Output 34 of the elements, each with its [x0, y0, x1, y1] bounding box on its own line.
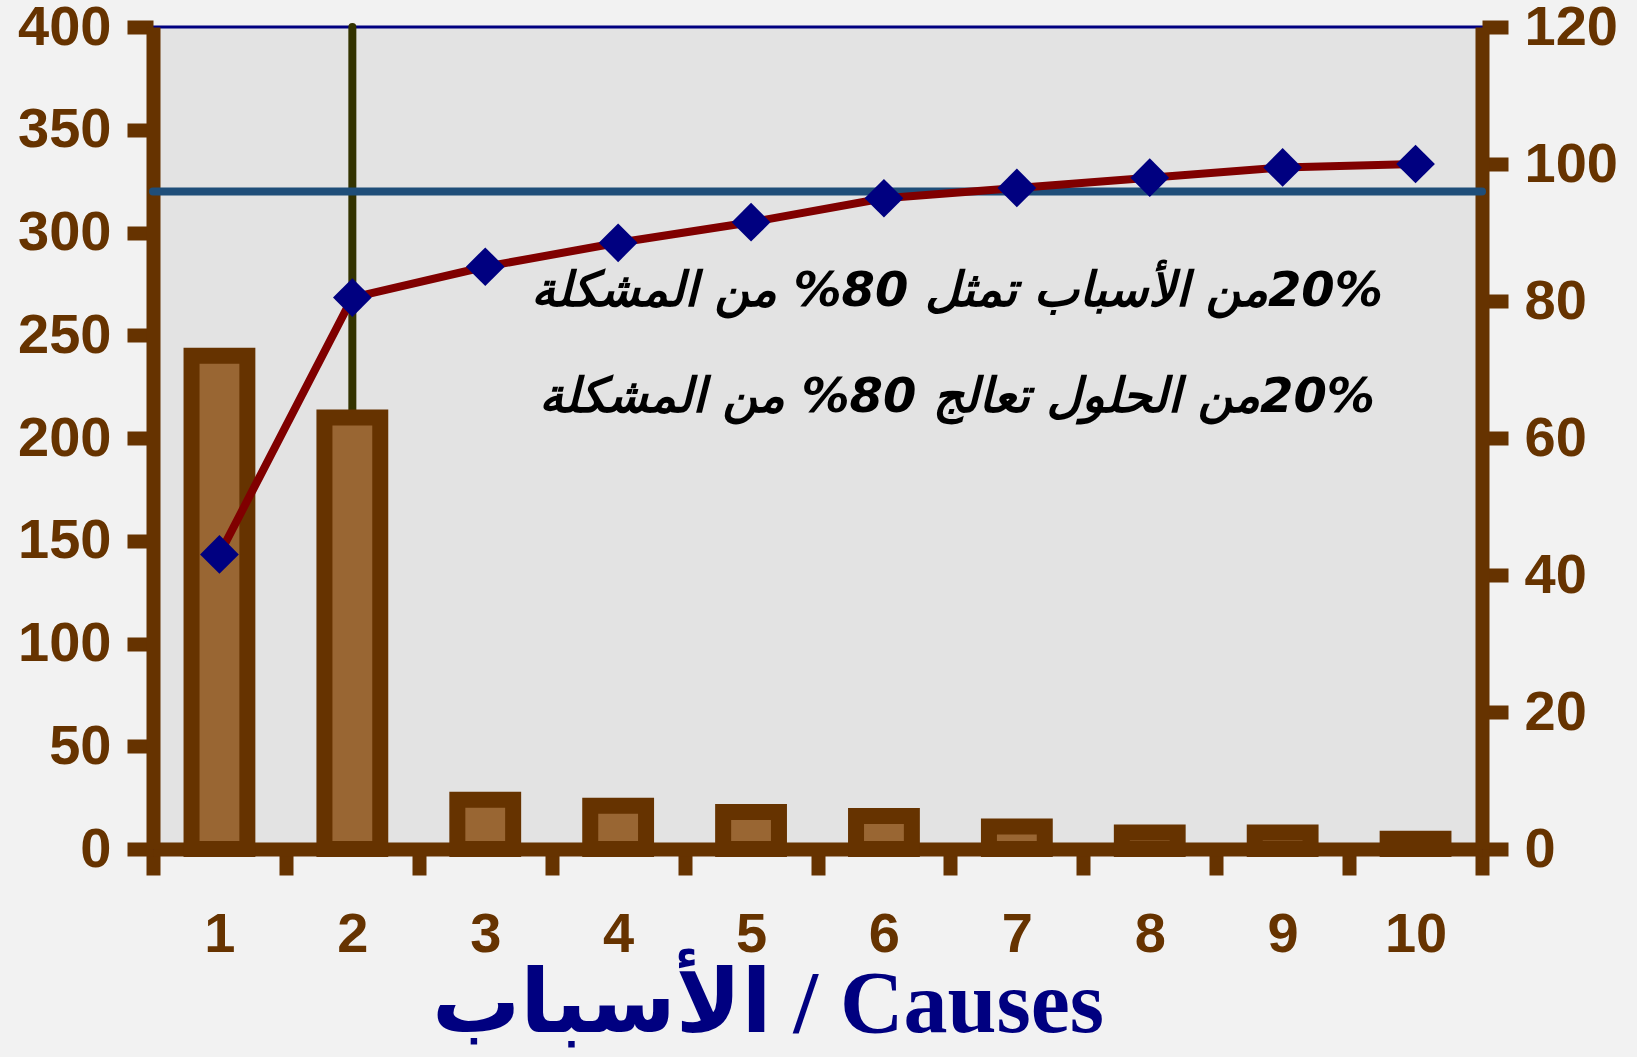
annotation: 20%من الأسباب تمثل 80% من المشكلة — [531, 259, 1383, 319]
y-tick-label: 250 — [18, 301, 112, 365]
x-tick-label: 10 — [1384, 900, 1448, 964]
y-tick-label: 0 — [80, 815, 112, 879]
x-tick-label: 7 — [1001, 900, 1033, 964]
y-tick-label: 400 — [18, 0, 112, 57]
y-tick-label: 150 — [18, 507, 112, 571]
point — [200, 535, 239, 574]
y2-tick-label: 100 — [1524, 130, 1618, 194]
y2-tick-label: 20 — [1524, 678, 1587, 742]
x-tick-label: 9 — [1267, 900, 1299, 964]
y2-tick-label: 80 — [1524, 267, 1587, 331]
y-tick-label: 350 — [18, 96, 112, 160]
y2-tick-label: 0 — [1524, 815, 1556, 879]
point — [332, 278, 372, 317]
point — [465, 247, 505, 287]
y2-tick-label: 60 — [1524, 404, 1587, 468]
y-tick-label: 200 — [18, 404, 112, 468]
x-tick-label: 8 — [1134, 900, 1166, 964]
point — [864, 178, 904, 218]
y-tick-label: 300 — [18, 199, 112, 262]
point — [1396, 144, 1435, 184]
y-tick-label: 50 — [49, 712, 112, 776]
point — [997, 168, 1037, 208]
point — [1263, 148, 1303, 187]
annotation: 20%من الحلول تعالج 80% من المشكلة — [539, 367, 1375, 425]
point — [731, 202, 771, 242]
point — [598, 223, 638, 263]
y2-tick-label: 120 — [1524, 0, 1618, 57]
y2-tick-label: 40 — [1524, 541, 1587, 605]
y-tick-label: 100 — [18, 610, 112, 673]
point — [1130, 158, 1170, 198]
x-tick-label: 2 — [337, 900, 369, 964]
x-tick-label: 1 — [204, 900, 236, 964]
